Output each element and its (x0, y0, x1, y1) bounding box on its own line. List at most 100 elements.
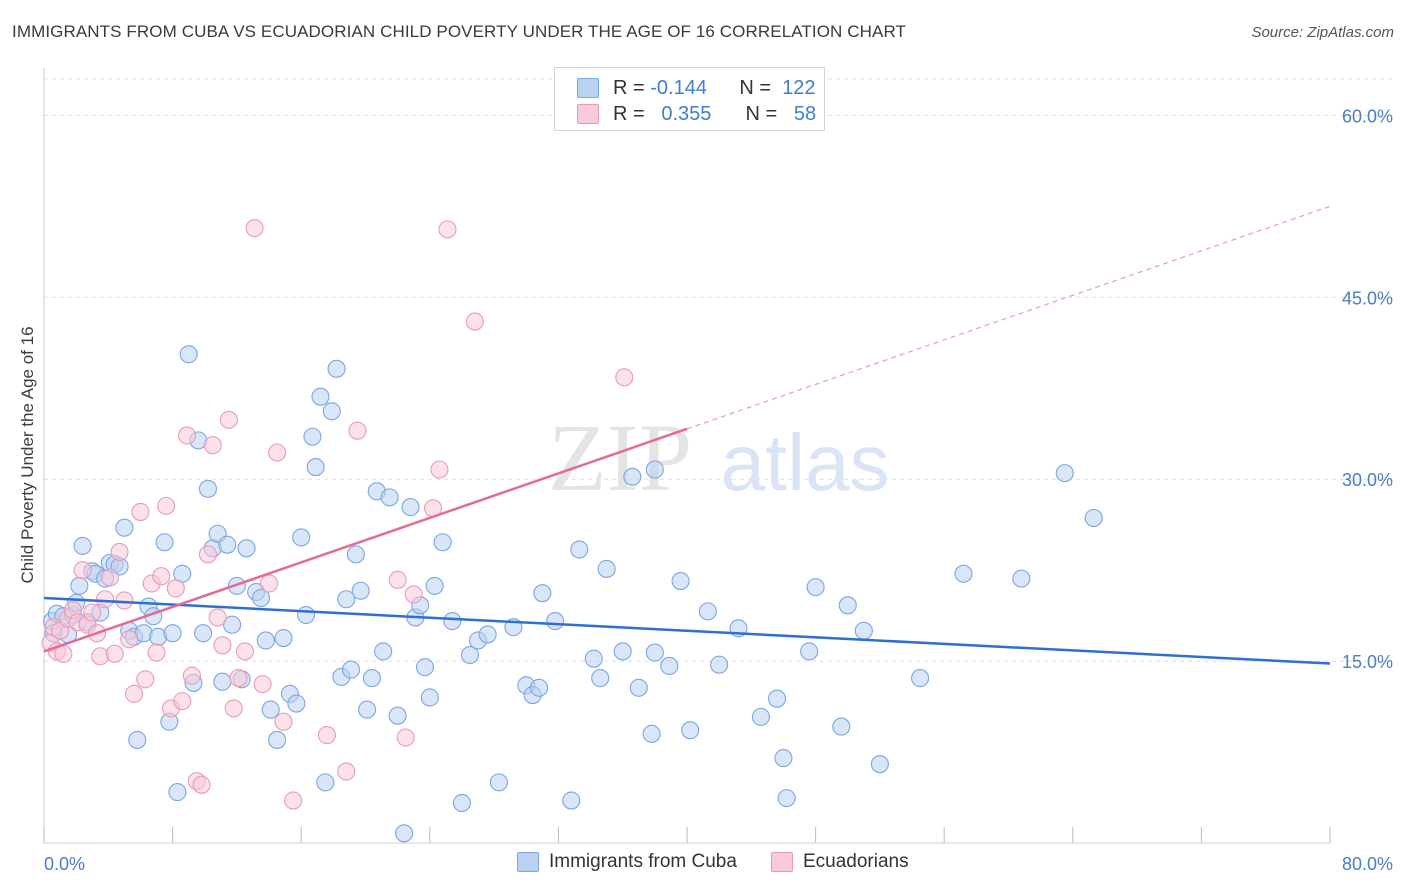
point-cuba (346, 545, 365, 564)
point-cuba (374, 642, 393, 661)
legend-swatch-blue (517, 852, 539, 872)
point-cuba (443, 612, 462, 631)
point-cuba (645, 643, 664, 662)
point-cuba (388, 706, 407, 725)
point-cuba (597, 559, 616, 578)
point-ecuadorians (219, 410, 238, 429)
point-ecuadorians (110, 542, 129, 562)
trend-line-ecuadorians-extension (686, 205, 1331, 430)
point-ecuadorians (274, 712, 293, 731)
point-cuba (911, 669, 930, 688)
point-cuba (645, 460, 664, 479)
point-cuba (362, 669, 381, 688)
point-cuba (478, 625, 497, 644)
legend-swatch-pink (577, 104, 599, 124)
y-tick-label: 15.0% (1342, 652, 1393, 672)
legend-n-label: N = (739, 76, 772, 99)
point-ecuadorians (198, 545, 218, 564)
legend-n-value: 58 (793, 102, 817, 125)
point-cuba (337, 590, 356, 609)
legend-item-ecuadorians: Ecuadorians (770, 851, 909, 873)
point-ecuadorians (120, 630, 139, 649)
legend-n-label: N = (745, 102, 778, 125)
legend-row-ecuadorians: R = 0.355 N = 58 (577, 102, 816, 126)
point-cuba (395, 824, 414, 843)
point-cuba (268, 730, 287, 749)
point-cuba (767, 689, 787, 708)
point-ecuadorians (178, 426, 197, 445)
point-cuba (751, 707, 770, 726)
x-tick-max: 80.0% (1342, 854, 1393, 874)
legend-row-cuba: R = -0.144 N = 122 (577, 76, 816, 100)
point-ecuadorians (284, 791, 303, 810)
legend-r-value: 0.355 (661, 102, 712, 125)
point-cuba (629, 678, 648, 697)
point-ecuadorians (337, 762, 356, 781)
point-ecuadorians (229, 669, 248, 688)
y-tick-label: 60.0% (1342, 106, 1393, 126)
point-cuba (316, 773, 335, 792)
point-ecuadorians (131, 502, 150, 521)
point-ecuadorians (100, 568, 119, 587)
watermark: ZIP atlas (548, 404, 889, 511)
y-tick-label: 30.0% (1342, 470, 1393, 490)
point-cuba (806, 578, 825, 597)
point-cuba (306, 458, 325, 477)
legend-n-value: 122 (782, 76, 816, 99)
point-ecuadorians (235, 642, 254, 661)
grid-lines (44, 78, 1393, 662)
point-cuba (358, 700, 377, 719)
point-ecuadorians (224, 699, 243, 718)
point-cuba (774, 749, 793, 768)
point-cuba (322, 402, 341, 421)
point-cuba (530, 678, 549, 697)
point-cuba (198, 479, 218, 498)
point-ecuadorians (124, 684, 144, 703)
point-cuba (194, 624, 213, 643)
point-cuba (698, 602, 717, 621)
legend-label-ecuadorians: Ecuadorians (802, 851, 909, 872)
point-cuba (954, 564, 973, 583)
trend-line-cuba (43, 596, 1331, 665)
y-axis-label: Child Poverty Under the Age of 16 (18, 326, 37, 583)
point-cuba (489, 773, 508, 792)
legend-r-value: -0.144 (650, 76, 707, 99)
point-cuba (570, 540, 589, 559)
point-cuba (168, 783, 187, 802)
point-cuba (870, 755, 889, 774)
point-ecuadorians (203, 436, 222, 455)
point-ecuadorians (208, 608, 227, 627)
point-ecuadorians (388, 570, 407, 589)
chart-title: IMMIGRANTS FROM CUBA VS ECUADORIAN CHILD… (12, 22, 907, 41)
point-ecuadorians (615, 368, 634, 387)
point-cuba (251, 588, 271, 608)
point-ecuadorians (245, 219, 264, 238)
axes (43, 68, 1331, 844)
point-cuba (163, 624, 182, 643)
point-cuba (73, 536, 92, 555)
point-cuba (256, 631, 275, 650)
point-ecuadorians (115, 591, 134, 610)
point-cuba (800, 642, 819, 661)
point-cuba (274, 629, 293, 648)
point-cuba (420, 688, 439, 707)
point-cuba (660, 656, 679, 675)
watermark-atlas: atlas (721, 418, 890, 507)
y-tick-label: 45.0% (1342, 288, 1393, 308)
legend-swatch-pink (770, 852, 793, 872)
point-ecuadorians (438, 220, 457, 239)
point-ecuadorians (396, 728, 415, 747)
legend-r-label: R = (613, 76, 645, 99)
point-ecuadorians (213, 636, 232, 655)
legend-label-cuba: Immigrants from Cuba (549, 851, 737, 872)
point-cuba (292, 528, 311, 547)
point-cuba (425, 576, 444, 595)
point-cuba (832, 717, 851, 736)
point-cuba (237, 539, 256, 558)
point-cuba (591, 669, 610, 688)
point-cuba (128, 730, 147, 749)
point-cuba (351, 581, 370, 600)
point-cuba (710, 655, 729, 674)
point-cuba (433, 533, 452, 552)
